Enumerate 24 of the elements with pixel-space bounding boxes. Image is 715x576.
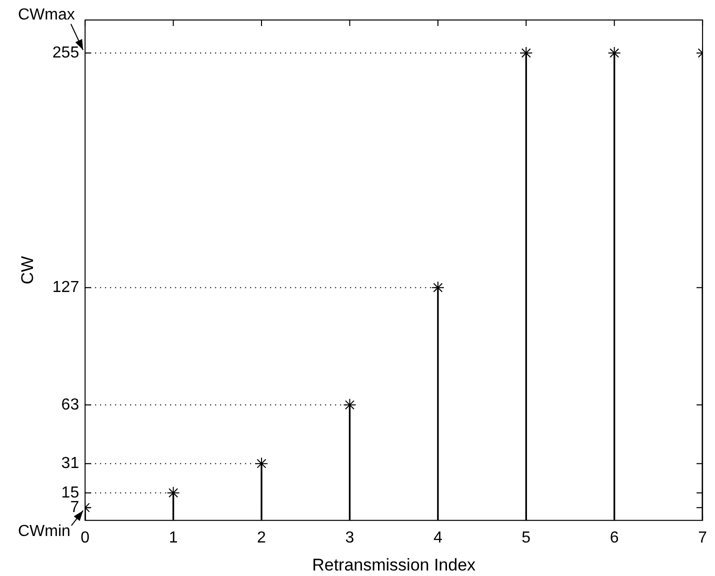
annotation: CWmin [18, 522, 70, 540]
point [166, 486, 180, 500]
x-tick-label: 7 [698, 529, 708, 546]
y-tick-label: 63 [61, 396, 80, 414]
x-tick-label: 0 [80, 529, 90, 546]
point [520, 46, 533, 60]
x-tick-label: 1 [168, 529, 178, 546]
y-axis-title: CW [18, 256, 37, 284]
y-tick-label: 127 [52, 279, 80, 296]
point [343, 398, 356, 412]
x-tick-label: 4 [433, 529, 442, 546]
y-tick-label: 255 [52, 44, 80, 62]
x-tick-label: 5 [522, 529, 531, 546]
annotation: CWmax [18, 6, 75, 24]
point [608, 46, 621, 60]
y-tick-label: 7 [70, 498, 80, 516]
x-tick-label: 3 [345, 529, 354, 546]
x-tick-label: 2 [257, 529, 266, 546]
x-tick-label: 6 [610, 529, 619, 546]
point [431, 281, 444, 294]
point [255, 457, 268, 470]
y-tick-label: 31 [61, 454, 80, 472]
y-tick-label: 15 [61, 484, 80, 502]
x-axis-title: Retransmission Index [312, 555, 476, 574]
